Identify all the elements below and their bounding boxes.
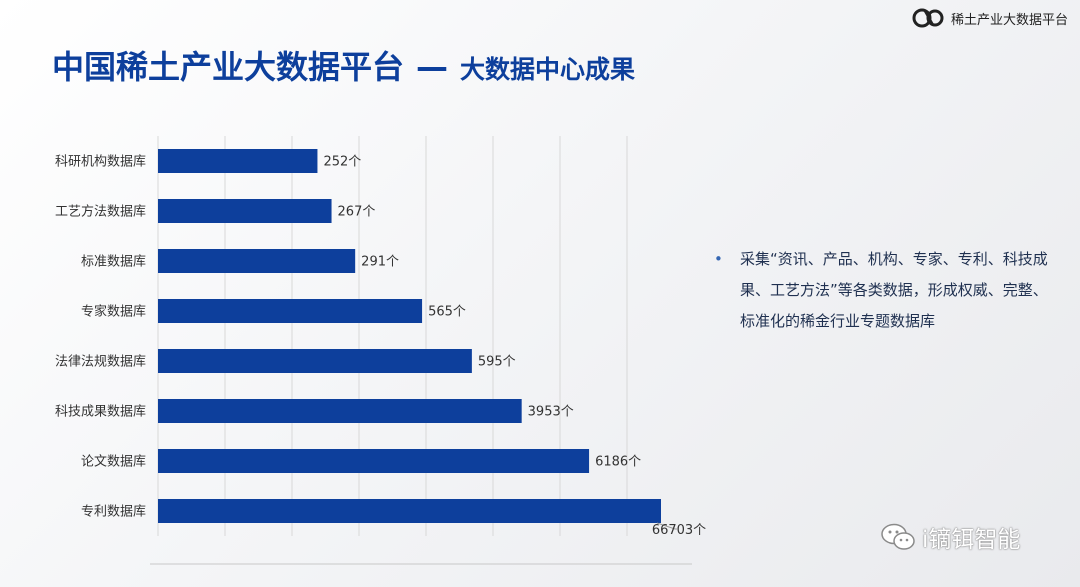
category-label: 科研机构数据库 <box>55 154 146 170</box>
description-panel: 采集“资讯、产品、机构、专家、专利、科技成果、工艺方法”等各类数据，形成权威、完… <box>712 244 1048 337</box>
value-label: 291个 <box>361 255 399 270</box>
leader-line <box>656 522 677 530</box>
bar <box>158 499 661 523</box>
bar <box>158 399 522 423</box>
category-label: 论文数据库 <box>81 454 146 470</box>
logo-text: 稀土产业大数据平台 <box>950 12 1068 28</box>
logo: 稀土产业大数据平台 <box>911 6 1068 30</box>
watermark: i镝铒智能 <box>880 520 1020 554</box>
value-label: 565个 <box>428 305 466 320</box>
title-subtitle: 大数据中心成果 <box>460 55 636 84</box>
logo-mark-icon <box>912 8 944 28</box>
page-title: 中国稀土产业大数据平台 — 大数据中心成果 <box>52 42 635 88</box>
title-main: 中国稀土产业大数据平台 <box>52 48 405 86</box>
bar <box>158 449 590 473</box>
value-label: 66703个 <box>652 523 706 538</box>
value-label: 3953个 <box>528 405 574 420</box>
category-label: 法律法规数据库 <box>55 354 146 370</box>
category-label: 标准数据库 <box>81 254 146 270</box>
category-label: 工艺方法数据库 <box>55 204 146 220</box>
bar <box>158 299 423 323</box>
title-separator: — <box>416 48 449 86</box>
wechat-icon <box>881 523 915 550</box>
value-label: 595个 <box>478 355 516 370</box>
value-label: 6186个 <box>595 455 641 470</box>
watermark-text: i镝铒智能 <box>922 527 1021 553</box>
bar <box>158 249 356 273</box>
category-label: 科技成果数据库 <box>55 404 146 420</box>
category-label: 专家数据库 <box>81 304 146 320</box>
bar <box>158 149 318 173</box>
description-item: 采集“资讯、产品、机构、专家、专利、科技成果、工艺方法”等各类数据，形成权威、完… <box>712 244 1048 337</box>
bar <box>158 199 332 223</box>
bar <box>158 349 472 373</box>
category-label: 专利数据库 <box>81 504 146 520</box>
value-label: 252个 <box>323 155 361 170</box>
value-label: 267个 <box>338 205 376 220</box>
